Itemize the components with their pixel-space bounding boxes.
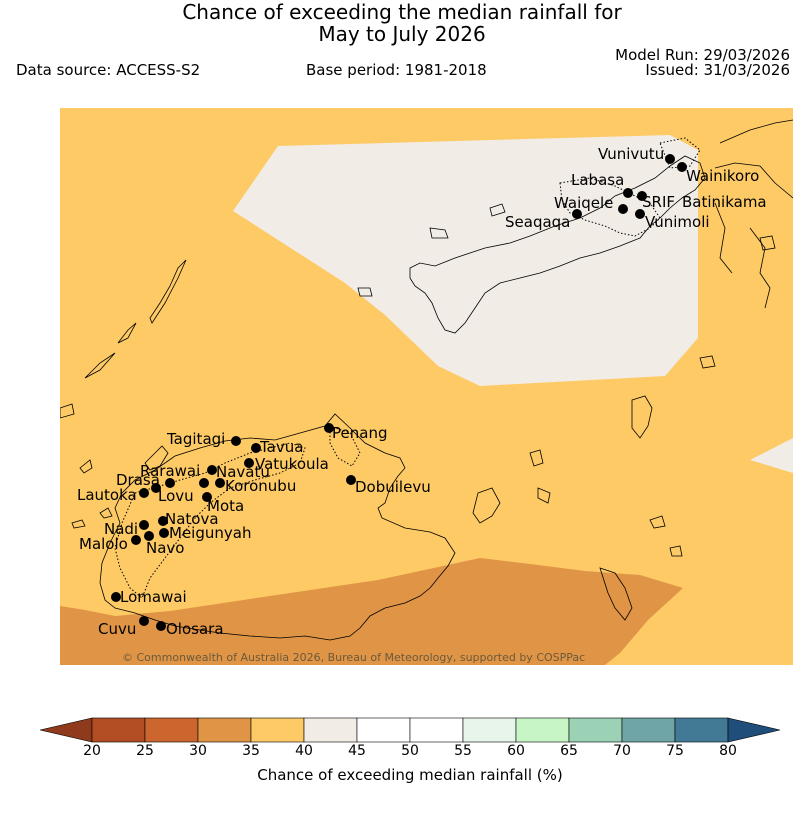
colorbar-tick: 20 <box>83 743 101 759</box>
colorbar-tick: 35 <box>242 743 260 759</box>
colorbar-extend-low <box>39 717 93 743</box>
label-batinikama: Batinikama <box>682 193 767 211</box>
label-malolo: Malolo <box>79 535 128 553</box>
station-olosara <box>156 621 166 631</box>
colorbar-swatch-65-70 <box>568 717 623 743</box>
station-vunimoli <box>635 209 645 219</box>
station-vatukoula <box>244 458 254 468</box>
colorbar-swatch-60-65 <box>515 717 570 743</box>
station-drasa <box>165 478 175 488</box>
label-tagitagi: Tagitagi <box>166 430 225 448</box>
station-natova <box>158 516 168 526</box>
label-vunivutu: Vunivutu <box>598 145 664 163</box>
label-cuvu: Cuvu <box>98 620 136 638</box>
map-title-line2: May to July 2026 <box>318 22 486 46</box>
label-srif: SRIF <box>642 193 675 211</box>
station-koronubu <box>215 478 225 488</box>
label-drasa: Drasa <box>116 471 160 489</box>
colorbar-tick: 80 <box>719 743 737 759</box>
colorbar-swatch-45-50 <box>356 717 411 743</box>
data-source: Data source: ACCESS-S2 <box>16 61 201 79</box>
label-koronubu: Koronubu <box>225 477 296 495</box>
model-run: Model Run: 29/03/2026 <box>615 46 790 64</box>
colorbar-swatch-70-75 <box>621 717 676 743</box>
label-meigunyah: Meigunyah <box>169 524 251 542</box>
station-wainikoro <box>677 162 687 172</box>
label-tavua: Tavua <box>259 438 303 456</box>
station-penang <box>324 423 334 433</box>
label-mota: Mota <box>207 497 244 515</box>
colorbar-extend-high <box>727 717 781 743</box>
colorbar <box>39 717 781 743</box>
label-vunimoli: Vunimoli <box>645 213 710 231</box>
colorbar-tick: 45 <box>348 743 366 759</box>
station-waiqele <box>618 204 628 214</box>
colorbar-swatch-55-60 <box>462 717 517 743</box>
label-lovu: Lovu <box>158 487 194 505</box>
colorbar-tick: 50 <box>401 743 419 759</box>
label-waiqele: Waiqele <box>554 194 613 212</box>
label-navatu: Navatu <box>216 463 270 481</box>
label-dobuilevu: Dobuilevu <box>355 478 431 496</box>
band-40-45-east <box>750 438 793 473</box>
label-natova: Natova <box>165 510 219 528</box>
base-period: Base period: 1981-2018 <box>306 61 487 79</box>
rainfall-map: Vunivutu Wainikoro Labasa SRIF Batinikam… <box>60 108 793 665</box>
label-labasa: Labasa <box>571 171 624 189</box>
colorbar-swatch-20-25 <box>91 717 146 743</box>
station-srif <box>637 191 647 201</box>
label-lomawai: Lomawai <box>120 588 187 606</box>
band-40-45-north <box>233 135 698 386</box>
colorbar-tick: 55 <box>454 743 472 759</box>
issued-date: Issued: 31/03/2026 <box>645 61 790 79</box>
colorbar-tick: 25 <box>136 743 154 759</box>
colorbar-tick: 60 <box>507 743 525 759</box>
colorbar-swatch-40-45 <box>303 717 358 743</box>
station-cuvu <box>139 616 149 626</box>
colorbar-tick: 75 <box>666 743 684 759</box>
label-vatukoula: Vatukoula <box>255 455 329 473</box>
copyright-text: © Commonwealth of Australia 2026, Bureau… <box>122 651 585 664</box>
station-tagitagi <box>231 436 241 446</box>
label-nadi: Nadi <box>104 520 138 538</box>
colorbar-swatch-75-80 <box>674 717 729 743</box>
station-navatu <box>207 465 217 475</box>
colorbar-swatch-35-40 <box>250 717 305 743</box>
label-penang: Penang <box>332 424 387 442</box>
station-labasa <box>623 188 633 198</box>
station-lomawai <box>111 592 121 602</box>
station-tavua <box>251 443 261 453</box>
label-lautoka: Lautoka <box>77 486 137 504</box>
station-nadi <box>139 520 149 530</box>
station-seaqaqa <box>572 209 582 219</box>
colorbar-swatch-25-30 <box>144 717 199 743</box>
station-drasa-2 <box>151 483 161 493</box>
colorbar-tick: 40 <box>295 743 313 759</box>
colorbar-tick: 70 <box>613 743 631 759</box>
colorbar-title: Chance of exceeding median rainfall (%) <box>257 766 563 784</box>
station-navo <box>144 531 154 541</box>
station-meigunyah <box>159 528 169 538</box>
station-mota <box>202 492 212 502</box>
station-markers <box>111 154 687 631</box>
label-navo: Navo <box>146 539 184 557</box>
station-dobuilevu <box>346 475 356 485</box>
map-title-line1: Chance of exceeding the median rainfall … <box>182 0 622 24</box>
station-rarawai <box>199 478 209 488</box>
coastlines <box>60 119 793 641</box>
label-olosara: Olosara <box>166 620 224 638</box>
label-seaqaqa: Seaqaqa <box>505 213 570 231</box>
label-wainikoro: Wainikoro <box>686 167 759 185</box>
station-malolo <box>131 535 141 545</box>
label-rarawai: Rarawai <box>140 462 200 480</box>
colorbar-tick: 65 <box>560 743 578 759</box>
colorbar-swatch-50-55 <box>409 717 464 743</box>
colorbar-tick: 30 <box>189 743 207 759</box>
station-lautoka <box>139 488 149 498</box>
colorbar-swatch-30-35 <box>197 717 252 743</box>
station-vunivutu <box>665 154 675 164</box>
band-30-35-south <box>60 558 683 665</box>
